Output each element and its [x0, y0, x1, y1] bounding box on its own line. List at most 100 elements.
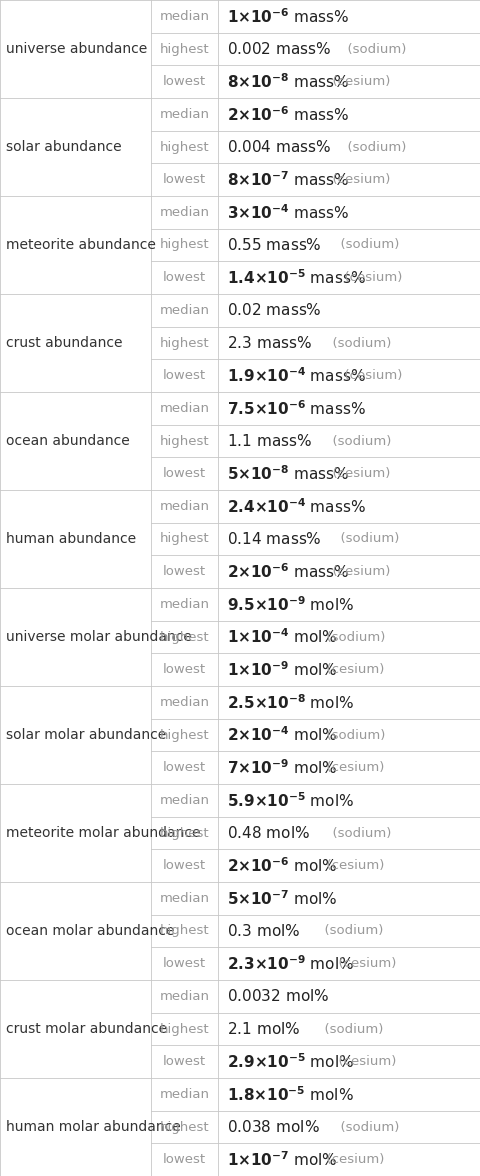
Text: meteorite molar abundance: meteorite molar abundance: [6, 826, 200, 840]
Text: highest: highest: [160, 434, 210, 448]
Text: highest: highest: [160, 1121, 210, 1134]
Text: (sodium): (sodium): [324, 434, 391, 448]
Text: (sodium): (sodium): [316, 1022, 384, 1036]
Text: crust molar abundance: crust molar abundance: [6, 1022, 167, 1036]
Text: lowest: lowest: [163, 75, 206, 88]
Text: highest: highest: [160, 239, 210, 252]
Text: $\mathbf{5.9{\times}10^{-5}}\ \mathbf{\mathrm{mol\%}}$: $\mathbf{5.9{\times}10^{-5}}\ \mathbf{\m…: [227, 791, 354, 810]
Text: median: median: [160, 891, 210, 904]
Text: median: median: [160, 500, 210, 513]
Text: lowest: lowest: [163, 1154, 206, 1167]
Text: lowest: lowest: [163, 566, 206, 579]
Text: $\mathbf{\mathrm{0.14\ mass\%}}$: $\mathbf{\mathrm{0.14\ mass\%}}$: [227, 532, 322, 547]
Text: lowest: lowest: [163, 272, 206, 285]
Text: (sodium): (sodium): [339, 140, 407, 154]
Text: $\mathbf{1{\times}10^{-4}}\ \mathbf{\mathrm{mol\%}}$: $\mathbf{1{\times}10^{-4}}\ \mathbf{\mat…: [227, 628, 338, 647]
Text: (sodium): (sodium): [332, 533, 399, 546]
Text: (cesium): (cesium): [336, 369, 402, 382]
Text: (cesium): (cesium): [330, 957, 396, 970]
Text: (sodium): (sodium): [324, 336, 391, 349]
Text: median: median: [160, 402, 210, 415]
Text: median: median: [160, 206, 210, 219]
Text: lowest: lowest: [163, 173, 206, 186]
Text: (sodium): (sodium): [324, 827, 391, 840]
Text: crust abundance: crust abundance: [6, 336, 122, 350]
Text: $\mathbf{1.9{\times}10^{-4}}\ \mathbf{\mathrm{mass\%}}$: $\mathbf{1.9{\times}10^{-4}}\ \mathbf{\m…: [227, 366, 366, 385]
Text: (cesium): (cesium): [318, 663, 384, 676]
Text: $\mathbf{2.4{\times}10^{-4}}\ \mathbf{\mathrm{mass\%}}$: $\mathbf{2.4{\times}10^{-4}}\ \mathbf{\m…: [227, 497, 366, 516]
Text: human abundance: human abundance: [6, 532, 136, 546]
Text: (cesium): (cesium): [318, 761, 384, 774]
Text: $\mathbf{2{\times}10^{-4}}\ \mathbf{\mathrm{mol\%}}$: $\mathbf{2{\times}10^{-4}}\ \mathbf{\mat…: [227, 726, 338, 744]
Text: $\mathbf{3{\times}10^{-4}}\ \mathbf{\mathrm{mass\%}}$: $\mathbf{3{\times}10^{-4}}\ \mathbf{\mat…: [227, 203, 349, 222]
Text: lowest: lowest: [163, 663, 206, 676]
Text: median: median: [160, 794, 210, 807]
Text: solar abundance: solar abundance: [6, 140, 121, 154]
Text: median: median: [160, 303, 210, 316]
Text: $\mathbf{\mathrm{1.1\ mass\%}}$: $\mathbf{\mathrm{1.1\ mass\%}}$: [227, 433, 312, 449]
Text: (cesium): (cesium): [324, 75, 390, 88]
Text: median: median: [160, 696, 210, 709]
Text: universe molar abundance: universe molar abundance: [6, 630, 192, 644]
Text: $\mathbf{\mathrm{0.02\ mass\%}}$: $\mathbf{\mathrm{0.02\ mass\%}}$: [227, 302, 322, 319]
Text: median: median: [160, 1088, 210, 1101]
Text: highest: highest: [160, 827, 210, 840]
Text: $\mathbf{\mathrm{0.0032\ mol\%}}$: $\mathbf{\mathrm{0.0032\ mol\%}}$: [227, 988, 330, 1004]
Text: lowest: lowest: [163, 1055, 206, 1068]
Text: $\mathbf{8{\times}10^{-7}}\ \mathbf{\mathrm{mass\%}}$: $\mathbf{8{\times}10^{-7}}\ \mathbf{\mat…: [227, 171, 349, 189]
Text: $\mathbf{2{\times}10^{-6}}\ \mathbf{\mathrm{mass\%}}$: $\mathbf{2{\times}10^{-6}}\ \mathbf{\mat…: [227, 562, 349, 581]
Text: (sodium): (sodium): [318, 728, 385, 742]
Text: median: median: [160, 990, 210, 1003]
Text: (sodium): (sodium): [332, 1121, 399, 1134]
Text: median: median: [160, 597, 210, 610]
Text: highest: highest: [160, 924, 210, 937]
Text: highest: highest: [160, 336, 210, 349]
Text: ocean molar abundance: ocean molar abundance: [6, 924, 174, 938]
Text: $\mathbf{5{\times}10^{-7}}\ \mathbf{\mathrm{mol\%}}$: $\mathbf{5{\times}10^{-7}}\ \mathbf{\mat…: [227, 889, 338, 908]
Text: lowest: lowest: [163, 369, 206, 382]
Text: highest: highest: [160, 630, 210, 643]
Text: $\mathbf{\mathrm{0.55\ mass\%}}$: $\mathbf{\mathrm{0.55\ mass\%}}$: [227, 238, 322, 253]
Text: $\mathbf{1{\times}10^{-7}}\ \mathbf{\mathrm{mol\%}}$: $\mathbf{1{\times}10^{-7}}\ \mathbf{\mat…: [227, 1150, 338, 1169]
Text: $\mathbf{\mathrm{0.002\ mass\%}}$: $\mathbf{\mathrm{0.002\ mass\%}}$: [227, 41, 332, 56]
Text: (sodium): (sodium): [318, 630, 385, 643]
Text: lowest: lowest: [163, 860, 206, 873]
Text: universe abundance: universe abundance: [6, 42, 147, 56]
Text: $\mathbf{1.8{\times}10^{-5}}\ \mathbf{\mathrm{mol\%}}$: $\mathbf{1.8{\times}10^{-5}}\ \mathbf{\m…: [227, 1085, 354, 1104]
Text: $\mathbf{2{\times}10^{-6}}\ \mathbf{\mathrm{mol\%}}$: $\mathbf{2{\times}10^{-6}}\ \mathbf{\mat…: [227, 856, 338, 875]
Text: $\mathbf{2{\times}10^{-6}}\ \mathbf{\mathrm{mass\%}}$: $\mathbf{2{\times}10^{-6}}\ \mathbf{\mat…: [227, 105, 349, 123]
Text: (cesium): (cesium): [336, 272, 402, 285]
Text: $\mathbf{9.5{\times}10^{-9}}\ \mathbf{\mathrm{mol\%}}$: $\mathbf{9.5{\times}10^{-9}}\ \mathbf{\m…: [227, 595, 354, 614]
Text: (sodium): (sodium): [332, 239, 399, 252]
Text: $\mathbf{7.5{\times}10^{-6}}\ \mathbf{\mathrm{mass\%}}$: $\mathbf{7.5{\times}10^{-6}}\ \mathbf{\m…: [227, 399, 366, 417]
Text: $\mathbf{\mathrm{2.1\ mol\%}}$: $\mathbf{\mathrm{2.1\ mol\%}}$: [227, 1021, 300, 1037]
Text: solar molar abundance: solar molar abundance: [6, 728, 166, 742]
Text: $\mathbf{7{\times}10^{-9}}\ \mathbf{\mathrm{mol\%}}$: $\mathbf{7{\times}10^{-9}}\ \mathbf{\mat…: [227, 759, 338, 777]
Text: human molar abundance: human molar abundance: [6, 1120, 180, 1134]
Text: median: median: [160, 9, 210, 22]
Text: $\mathbf{1{\times}10^{-6}}\ \mathbf{\mathrm{mass\%}}$: $\mathbf{1{\times}10^{-6}}\ \mathbf{\mat…: [227, 7, 349, 26]
Text: lowest: lowest: [163, 761, 206, 774]
Text: $\mathbf{5{\times}10^{-8}}\ \mathbf{\mathrm{mass\%}}$: $\mathbf{5{\times}10^{-8}}\ \mathbf{\mat…: [227, 465, 349, 483]
Text: highest: highest: [160, 140, 210, 154]
Text: (cesium): (cesium): [324, 173, 390, 186]
Text: highest: highest: [160, 1022, 210, 1036]
Text: $\mathbf{\mathrm{0.004\ mass\%}}$: $\mathbf{\mathrm{0.004\ mass\%}}$: [227, 139, 332, 155]
Text: (cesium): (cesium): [324, 566, 390, 579]
Text: meteorite abundance: meteorite abundance: [6, 238, 156, 252]
Text: $\mathbf{1.4{\times}10^{-5}}\ \mathbf{\mathrm{mass\%}}$: $\mathbf{1.4{\times}10^{-5}}\ \mathbf{\m…: [227, 268, 366, 287]
Text: $\mathbf{2.3{\times}10^{-9}}\ \mathbf{\mathrm{mol\%}}$: $\mathbf{2.3{\times}10^{-9}}\ \mathbf{\m…: [227, 954, 354, 973]
Text: ocean abundance: ocean abundance: [6, 434, 130, 448]
Text: $\mathbf{\mathrm{0.3\ mol\%}}$: $\mathbf{\mathrm{0.3\ mol\%}}$: [227, 923, 300, 938]
Text: (sodium): (sodium): [339, 42, 407, 55]
Text: (sodium): (sodium): [316, 924, 384, 937]
Text: lowest: lowest: [163, 957, 206, 970]
Text: highest: highest: [160, 728, 210, 742]
Text: $\mathbf{2.5{\times}10^{-8}}\ \mathbf{\mathrm{mol\%}}$: $\mathbf{2.5{\times}10^{-8}}\ \mathbf{\m…: [227, 693, 354, 711]
Text: $\mathbf{\mathrm{0.038\ mol\%}}$: $\mathbf{\mathrm{0.038\ mol\%}}$: [227, 1120, 320, 1135]
Text: $\mathbf{1{\times}10^{-9}}\ \mathbf{\mathrm{mol\%}}$: $\mathbf{1{\times}10^{-9}}\ \mathbf{\mat…: [227, 660, 338, 679]
Text: (cesium): (cesium): [330, 1055, 396, 1068]
Text: $\mathbf{2.9{\times}10^{-5}}\ \mathbf{\mathrm{mol\%}}$: $\mathbf{2.9{\times}10^{-5}}\ \mathbf{\m…: [227, 1053, 354, 1071]
Text: (cesium): (cesium): [324, 467, 390, 480]
Text: $\mathbf{\mathrm{2.3\ mass\%}}$: $\mathbf{\mathrm{2.3\ mass\%}}$: [227, 335, 312, 350]
